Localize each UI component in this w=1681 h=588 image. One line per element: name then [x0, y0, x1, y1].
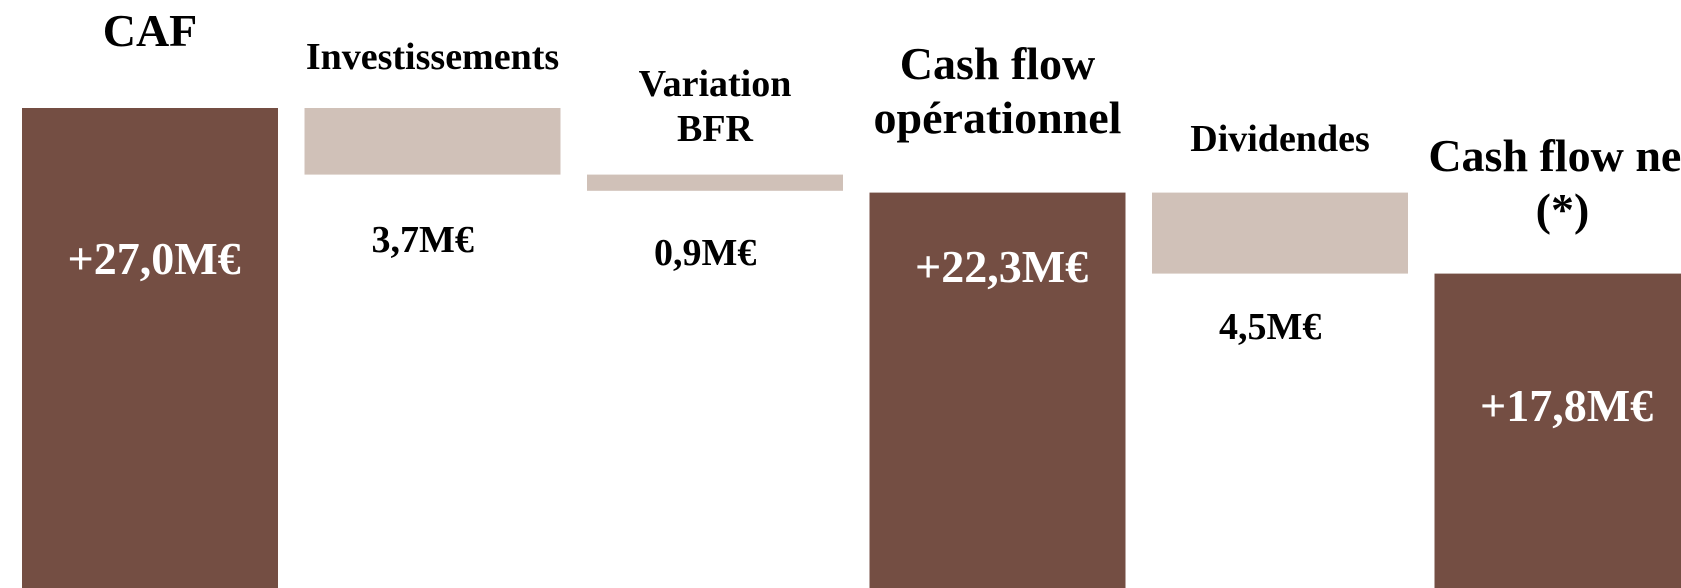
- category-label: Investissements: [305, 36, 560, 78]
- value-label: +27,0M€: [67, 232, 241, 284]
- value-label: 3,7M€: [371, 219, 474, 261]
- value-label: +22,3M€: [915, 240, 1089, 292]
- bar: [22, 108, 278, 588]
- category-label: Dividendes: [1190, 118, 1370, 160]
- category-label: Cash flow net (*): [1428, 130, 1681, 236]
- category-label: Cash flow opérationnel: [873, 38, 1122, 144]
- bar: [304, 108, 561, 175]
- value-label: +17,8M€: [1480, 379, 1654, 431]
- category-label: Variation BFR: [638, 63, 792, 150]
- bar: [1434, 273, 1681, 588]
- value-label: 4,5M€: [1219, 306, 1322, 348]
- bar: [587, 174, 843, 191]
- bar: [869, 192, 1126, 588]
- value-label: 0,9M€: [654, 232, 757, 274]
- bar: [1152, 192, 1408, 274]
- category-label: CAF: [102, 5, 198, 56]
